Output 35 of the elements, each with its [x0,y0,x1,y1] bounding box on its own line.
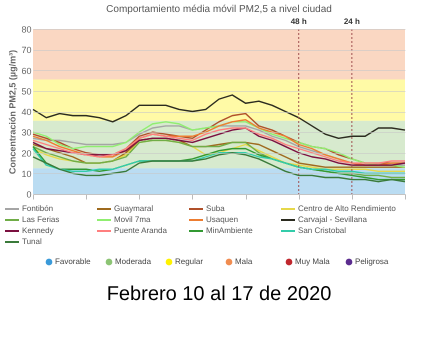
y-tick-label: 50 [21,86,32,96]
y-tick-label: 40 [21,107,32,117]
text: 48 h [290,17,307,26]
legend-label: Kennedy [22,226,54,235]
legend-label: Las Ferias [22,215,60,224]
y-tick-label: 60 [21,66,32,76]
text: Peligrosa [355,257,389,266]
legend-label: Centro de Alto Rendimiento [298,204,396,213]
legend-label: San Cristobal [298,226,346,235]
legend-label: Mala [235,257,253,266]
legend-label: Moderada [115,257,152,266]
legend-label: Fontibón [22,204,54,213]
text: Muy Mala [295,257,330,266]
y-axis-title: Concentración PM2,5 (µg/m³) [7,50,18,174]
text: Febrero 10 al 17 de 2020 [106,283,332,305]
legend-label: Guaymaral [114,204,154,213]
legend-label: Favorable [55,257,92,266]
legend-label: Carvajal - Sevillana [298,215,368,224]
legend-label: Suba [206,204,226,213]
legend-label: Usaquen [206,215,238,224]
y-tick-label: 20 [21,148,32,158]
chart-title: Comportamiento média móvil PM2,5 a nivel ciudad [106,4,332,15]
y-tick-label: 10 [21,168,32,179]
line-series [32,152,406,182]
legend-label: Movil 7ma [114,215,152,224]
legend-label: Regular [175,257,204,266]
y-tick-label: 30 [21,128,32,138]
legend-label: MinAmbiente [206,226,254,235]
legend-label: Puente Aranda [114,226,168,235]
y-tick-label: 70 [21,45,32,56]
legend-label: Tunal [22,237,42,246]
line-series [32,94,406,140]
text: 24 h [344,17,360,26]
y-tick-label: 0 [26,190,32,200]
y-tick-label: 80 [21,24,32,34]
